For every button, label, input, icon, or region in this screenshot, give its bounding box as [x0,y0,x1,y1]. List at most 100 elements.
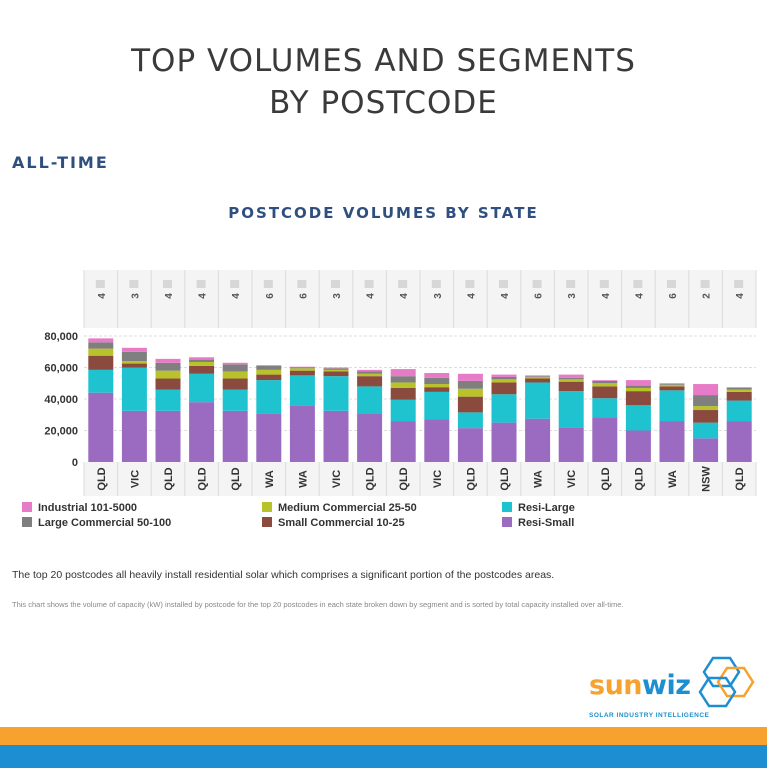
x-tick-label: QLD [365,467,377,490]
bar-segment-large-commercial-50-100 [525,376,551,377]
x-tick-label: WA [667,470,679,488]
bar-segment-resi-small [222,410,248,462]
postcode-blur [331,280,340,288]
x-tick-label: WA [297,470,309,488]
bar-segment-resi-small [88,392,114,462]
legend-item: Small Commercial 10-25 [262,517,405,529]
logo-sun: sun [589,670,643,701]
bar-segment-large-commercial-50-100 [659,384,685,385]
postcode-digit: 4 [500,293,511,299]
bar-segment-industrial-101-5000 [558,374,584,378]
y-tick-label: 0 [72,457,78,469]
bar-segment-large-commercial-50-100 [390,376,416,383]
bar-segment-large-commercial-50-100 [189,359,215,362]
x-tick-label: QLD [163,467,175,490]
postcode-blur [599,280,609,288]
postcode-blur [196,280,206,288]
bar-segment-industrial-101-5000 [189,357,215,360]
postcode-blur [700,280,710,288]
bar-segment-resi-small [558,427,584,462]
bar-segment-large-commercial-50-100 [256,365,282,370]
bar-segment-medium-commercial-25-50 [424,384,450,388]
bar-segment-resi-large [457,412,483,429]
x-tick-label: VIC [331,470,343,488]
bar-segment-large-commercial-50-100 [592,380,618,384]
y-tick-label: 40,000 [44,394,78,406]
postcode-blur [163,280,172,288]
logo-tagline: SOLAR INDUSTRY INTELLIGENCE [589,712,710,719]
postcode-blur [297,280,307,288]
bar-segment-resi-large [289,375,315,406]
postcode-digit: 4 [231,293,242,299]
bar-segment-resi-small [592,417,618,462]
bar-segment-industrial-101-5000 [491,374,517,377]
bar-segment-resi-large [189,373,215,403]
bar-segment-large-commercial-50-100 [424,377,450,385]
bar-segment-resi-small [491,422,517,462]
x-tick-label: WA [264,470,276,488]
bar-segment-small-commercial-10-25 [88,355,114,370]
legend-label: Industrial 101-5000 [38,502,138,514]
sunwiz-logo: sunwiz SOLAR INDUSTRY INTELLIGENCE [585,652,760,724]
bar-segment-medium-commercial-25-50 [357,373,383,377]
bar-segment-medium-commercial-25-50 [256,369,282,375]
x-tick-label: VIC [129,470,141,488]
bar-segment-industrial-101-5000 [457,373,483,381]
bar-segment-large-commercial-50-100 [88,342,114,349]
postcode-blur [129,280,139,288]
bar-segment-large-commercial-50-100 [222,364,248,372]
bar-segment-medium-commercial-25-50 [693,406,719,411]
legend-item: Large Commercial 50-100 [22,517,171,529]
bar-segment-resi-large [525,382,551,419]
logo-wiz: wiz [642,670,691,701]
bar-segment-industrial-101-5000 [424,373,450,378]
postcode-digit: 4 [164,293,175,299]
bar-segment-resi-large [592,398,618,418]
bar-segment-resi-small [357,413,383,462]
bar-segment-medium-commercial-25-50 [491,379,517,383]
postcode-digit: 4 [399,293,410,299]
bar-segment-resi-large [558,391,584,428]
bar-segment-medium-commercial-25-50 [659,384,685,387]
postcode-digit: 6 [265,293,276,299]
bar-segment-industrial-101-5000 [659,383,685,385]
bar-segment-large-commercial-50-100 [155,362,181,371]
bar-segment-small-commercial-10-25 [558,381,584,392]
bar-segment-resi-large [424,391,450,420]
bar-segment-small-commercial-10-25 [693,410,719,423]
bar-segment-medium-commercial-25-50 [457,388,483,397]
postcode-blur [398,280,408,288]
bar-segment-resi-small [155,410,181,462]
bar-segment-small-commercial-10-25 [592,386,618,399]
bar-segment-small-commercial-10-25 [222,378,248,390]
legend-label: Large Commercial 50-100 [38,517,172,529]
bar-segment-industrial-101-5000 [256,365,282,366]
x-tick-label: VIC [432,470,444,488]
bar-segment-industrial-101-5000 [155,358,181,363]
postcode-digit: 6 [534,293,545,299]
bar-segment-industrial-101-5000 [222,362,248,365]
bar-segment-large-commercial-50-100 [693,395,719,407]
postcode-digit: 4 [735,293,746,299]
x-tick-label: QLD [600,467,612,490]
bar-segment-resi-small [693,438,719,462]
page-title: TOP VOLUMES AND SEGMENTS BY POSTCODE [0,40,767,124]
legend-label: Medium Commercial 25-50 [278,502,417,514]
x-tick-label: QLD [230,467,242,490]
bar-segment-medium-commercial-25-50 [155,370,181,379]
bar-segment-small-commercial-10-25 [525,378,551,383]
postcode-digit: 4 [466,293,477,299]
bar-segment-resi-small [424,419,450,462]
bar-segment-resi-large [121,367,147,411]
footer-band-blue [0,745,767,768]
postcode-digit: 6 [298,293,309,299]
logo-wordmark: sunwiz [589,670,691,701]
postcode-blur [532,280,542,288]
bar-segment-resi-large [357,386,383,414]
postcode-digit: 2 [702,293,713,299]
x-tick-label: QLD [197,467,209,490]
legend-swatch [502,517,512,527]
bar-segment-medium-commercial-25-50 [289,368,315,371]
postcode-blur [667,280,676,288]
legend-label: Small Commercial 10-25 [278,517,405,529]
